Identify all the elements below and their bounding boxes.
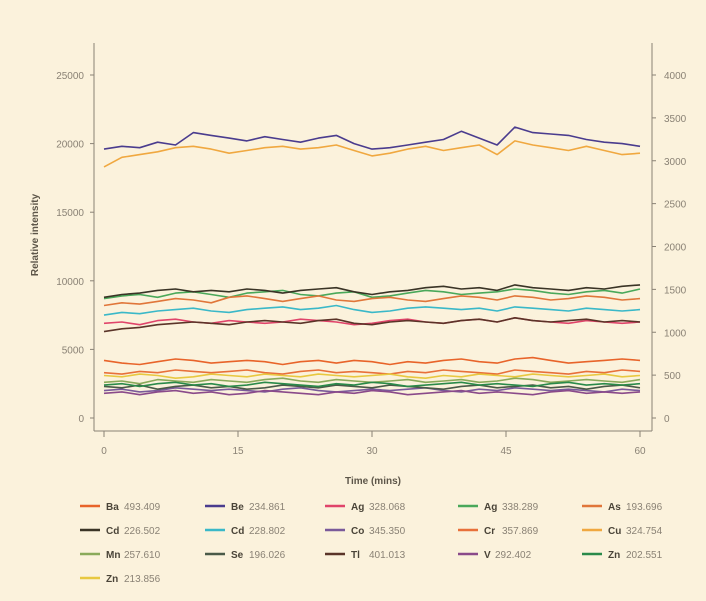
legend-wavelength: 228.802: [249, 526, 286, 537]
x-tick-label: 30: [366, 446, 378, 457]
legend-item: Zn 213.856: [80, 574, 161, 585]
legend-element: Tl: [351, 550, 360, 561]
legend-wavelength: 257.610: [124, 550, 161, 561]
y-tick-label: 15000: [56, 208, 84, 219]
y-tick-label: 20000: [56, 140, 84, 151]
legend-wavelength: 234.861: [249, 502, 286, 513]
legend-item: V 292.402: [458, 550, 532, 561]
y2-tick-label: 1500: [664, 285, 687, 296]
x-tick-label: 60: [634, 446, 646, 457]
legend-item: Tl 401.013: [325, 550, 406, 561]
legend-item: Ag 328.068: [325, 502, 406, 513]
legend-element: Cr: [484, 526, 495, 537]
y-tick-label: 5000: [62, 345, 85, 356]
series-line-ba-493-409: [103, 356, 641, 366]
legend-element: Cd: [106, 526, 119, 537]
legend-item: Be 234.861: [205, 502, 286, 513]
legend-item: Cr 357.869: [458, 526, 539, 537]
y2-tick-label: 2500: [664, 200, 687, 211]
legend-element: Cu: [608, 526, 621, 537]
y-tick-label: 10000: [56, 277, 84, 288]
legend-element: Co: [351, 526, 364, 537]
y2-tick-label: 1000: [664, 328, 687, 339]
legend-wavelength: 357.869: [502, 526, 539, 537]
x-tick-label: 0: [101, 446, 107, 457]
legend-wavelength: 328.068: [369, 502, 406, 513]
legend-wavelength: 345.350: [369, 526, 406, 537]
legend-wavelength: 292.402: [495, 550, 532, 561]
series-line-co-345-350: [103, 386, 641, 393]
legend-wavelength: 401.013: [369, 550, 406, 561]
legend-item: Se 196.026: [205, 550, 286, 561]
legend-element: Mn: [106, 550, 120, 561]
series-line-cu-324-754: [103, 140, 641, 168]
x-axis-label: Time (mins): [345, 476, 401, 487]
legend-wavelength: 338.289: [502, 502, 539, 513]
legend-element: Be: [231, 502, 244, 513]
y-tick-label: 0: [78, 414, 84, 425]
legend-wavelength: 324.754: [626, 526, 663, 537]
legend-element: Ag: [484, 502, 497, 513]
y2-tick-label: 0: [664, 414, 670, 425]
legend-wavelength: 226.502: [124, 526, 161, 537]
legend-item: Ag 338.289: [458, 502, 539, 513]
legend-element: As: [608, 502, 621, 513]
legend: Ba 493.409 Be 234.861 Ag 328.068 Ag 338.289 As 19…: [80, 502, 663, 585]
legend-item: Ba 493.409: [80, 502, 161, 513]
y-axis-label: Relative intensity: [30, 193, 41, 276]
y2-tick-label: 2000: [664, 243, 687, 254]
series-line-cr-357-869: [103, 369, 641, 375]
series-line-zn-213-856: [103, 373, 641, 380]
legend-wavelength: 493.409: [124, 502, 161, 513]
legend-item: Mn 257.610: [80, 550, 161, 561]
y2-tick-label: 4000: [664, 71, 687, 82]
legend-item: Co 345.350: [325, 526, 406, 537]
legend-element: V: [484, 550, 491, 561]
legend-wavelength: 213.856: [124, 574, 161, 585]
series-line-cd-228-802: [103, 304, 641, 316]
x-tick-label: 15: [232, 446, 244, 457]
y2-tick-label: 3500: [664, 114, 687, 125]
x-tick-label: 45: [500, 446, 512, 457]
legend-element: Cd: [231, 526, 244, 537]
legend-element: Zn: [106, 574, 118, 585]
legend-item: Cd 228.802: [205, 526, 286, 537]
axes: 0500010000150002000025000050010001500200…: [56, 43, 687, 457]
y-tick-label: 25000: [56, 71, 84, 82]
y2-tick-label: 3000: [664, 157, 687, 168]
legend-element: Zn: [608, 550, 620, 561]
legend-element: Ag: [351, 502, 364, 513]
legend-wavelength: 202.551: [626, 550, 663, 561]
series-line-cd-226-502: [103, 284, 641, 299]
series-group: [103, 126, 641, 396]
legend-element: Se: [231, 550, 244, 561]
legend-wavelength: 196.026: [249, 550, 286, 561]
legend-element: Ba: [106, 502, 119, 513]
legend-item: Zn 202.551: [582, 550, 663, 561]
legend-item: Cu 324.754: [582, 526, 663, 537]
series-line-tl-401-013: [103, 316, 641, 333]
y2-tick-label: 500: [664, 371, 681, 382]
series-line-as-193-696: [103, 295, 641, 307]
legend-wavelength: 193.696: [626, 502, 663, 513]
series-line-v-292-402: [103, 389, 641, 396]
legend-item: Cd 226.502: [80, 526, 161, 537]
legend-item: As 193.696: [582, 502, 663, 513]
series-line-zn-202-551: [103, 381, 641, 388]
series-line-be-234-861: [103, 126, 641, 150]
